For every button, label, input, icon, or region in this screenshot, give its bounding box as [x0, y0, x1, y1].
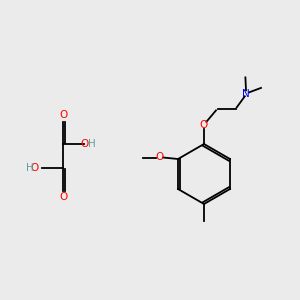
Text: N: N	[242, 89, 250, 99]
Text: O: O	[59, 110, 67, 121]
Text: H: H	[26, 163, 34, 173]
Text: O: O	[59, 191, 67, 202]
Text: O: O	[80, 139, 88, 149]
Text: O: O	[30, 163, 38, 173]
Text: O: O	[155, 152, 164, 163]
Text: O: O	[200, 120, 208, 130]
Text: H: H	[88, 139, 95, 149]
